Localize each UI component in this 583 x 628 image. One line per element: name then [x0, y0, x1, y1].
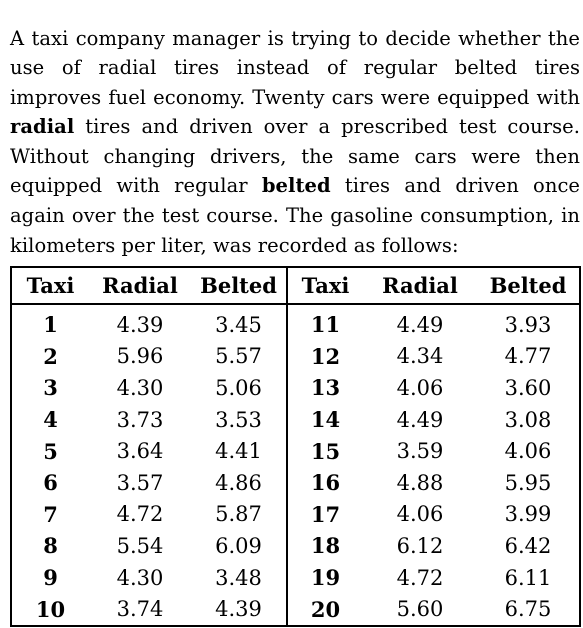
taxi-id-cell: 12: [286, 340, 363, 373]
belted-value-cell: 5.57: [215, 344, 262, 369]
taxi-id-cell: 1: [43, 312, 58, 338]
belted-value-cell: 5.06: [215, 375, 262, 400]
table-header-row: Taxi Radial Belted Taxi Radial Belted: [11, 267, 580, 305]
table-row: 8 5.54 6.09 18 6.12 6.42: [11, 530, 580, 562]
header-radial-left: Radial: [89, 267, 191, 305]
belted-value-cell: 3.60: [504, 375, 552, 400]
taxi-id-cell: 20: [286, 593, 363, 626]
belted-value-cell: 3.53: [215, 407, 262, 432]
radial-value-cell: 3.59: [396, 439, 444, 464]
problem-statement: A taxi company manager is trying to deci…: [10, 24, 580, 261]
belted-value-cell: 3.08: [504, 407, 552, 432]
belted-value-cell: 6.11: [504, 565, 552, 590]
taxi-id-cell: 17: [286, 498, 363, 531]
radial-value-cell: 4.30: [116, 565, 164, 590]
belted-value-cell: 4.06: [504, 439, 552, 464]
taxi-id-cell: 19: [286, 561, 363, 594]
radial-value-cell: 4.39: [116, 312, 164, 337]
problem-text-part2: tires and driven over a prescribed test …: [10, 115, 580, 198]
radial-value-cell: 3.64: [116, 439, 164, 464]
taxi-id-cell: 2: [43, 343, 58, 369]
table-row: 1 4.39 3.45 11 4.49 3.93: [11, 304, 580, 341]
belted-value-cell: 3.99: [504, 502, 552, 527]
table-row: 5 3.64 4.41 15 3.59 4.06: [11, 435, 580, 467]
taxi-id-cell: 9: [43, 565, 58, 591]
header-radial-right: Radial: [363, 267, 477, 305]
taxi-id-cell: 11: [286, 304, 363, 341]
table-row: 6 3.57 4.86 16 4.88 5.95: [11, 466, 580, 499]
radial-value-cell: 4.06: [396, 502, 444, 527]
radial-value-cell: 4.72: [116, 502, 164, 527]
radial-value-cell: 5.60: [396, 597, 444, 622]
radial-value-cell: 6.12: [396, 533, 444, 558]
problem-text-part1: A taxi company manager is trying to deci…: [10, 26, 580, 109]
radial-value-cell: 4.34: [396, 344, 444, 369]
header-taxi-left: Taxi: [11, 267, 89, 305]
radial-value-cell: 4.49: [396, 312, 444, 337]
table-row: 9 4.30 3.48 19 4.72 6.11: [11, 561, 580, 594]
belted-value-cell: 5.95: [504, 470, 552, 495]
belted-value-cell: 4.77: [504, 344, 552, 369]
table-row: 10 3.74 4.39 20 5.60 6.75: [11, 593, 580, 626]
taxi-id-cell: 6: [43, 470, 58, 496]
problem-text-part3: tires and driven once again over the tes…: [10, 174, 581, 257]
taxi-id-cell: 18: [286, 530, 363, 562]
header-belted-left: Belted: [191, 267, 287, 305]
taxi-id-cell: 16: [286, 466, 363, 499]
taxi-id-cell: 3: [43, 375, 58, 401]
radial-value-cell: 3.57: [116, 470, 164, 495]
radial-value-cell: 3.74: [116, 597, 164, 622]
radial-value-cell: 4.72: [396, 565, 444, 590]
taxi-id-cell: 7: [43, 501, 58, 527]
radial-value-cell: 5.96: [116, 344, 164, 369]
taxi-id-cell: 4: [43, 407, 58, 433]
taxi-id-cell: 14: [286, 403, 363, 436]
belted-value-cell: 6.75: [504, 597, 552, 622]
table-row: 7 4.72 5.87 17 4.06 3.99: [11, 498, 580, 531]
radial-value-cell: 4.30: [116, 375, 164, 400]
belted-value-cell: 4.86: [215, 470, 262, 495]
belted-value-cell: 3.45: [215, 312, 262, 337]
header-taxi-right: Taxi: [286, 267, 363, 305]
taxi-id-cell: 8: [43, 533, 58, 559]
belted-value-cell: 6.42: [504, 533, 552, 558]
belted-value-cell: 3.93: [504, 312, 552, 337]
radial-value-cell: 5.54: [116, 533, 164, 558]
belted-value-cell: 5.87: [215, 502, 262, 527]
belted-value-cell: 6.09: [215, 533, 262, 558]
belted-value-cell: 4.41: [215, 439, 262, 464]
radial-value-cell: 4.49: [396, 407, 444, 432]
taxi-id-cell: 10: [35, 596, 66, 622]
radial-value-cell: 3.73: [116, 407, 164, 432]
belted-value-cell: 4.39: [215, 597, 262, 622]
header-belted-right: Belted: [477, 267, 580, 305]
table-row: 2 5.96 5.57 12 4.34 4.77: [11, 340, 580, 373]
taxi-id-cell: 13: [286, 372, 363, 404]
belted-value-cell: 3.48: [215, 565, 262, 590]
taxi-id-cell: 5: [43, 438, 58, 464]
table-body: 1 4.39 3.45 11 4.49 3.93 2 5.96 5.57 12 4.34 4.77 3 4…: [11, 304, 580, 626]
belted-emphasis: belted: [261, 174, 331, 198]
radial-value-cell: 4.06: [396, 375, 444, 400]
table-row: 4 3.73 3.53 14 4.49 3.08: [11, 403, 580, 436]
radial-value-cell: 4.88: [396, 470, 444, 495]
table-row: 3 4.30 5.06 13 4.06 3.60: [11, 372, 580, 404]
taxi-id-cell: 15: [286, 435, 363, 467]
radial-emphasis: radial: [10, 115, 75, 139]
